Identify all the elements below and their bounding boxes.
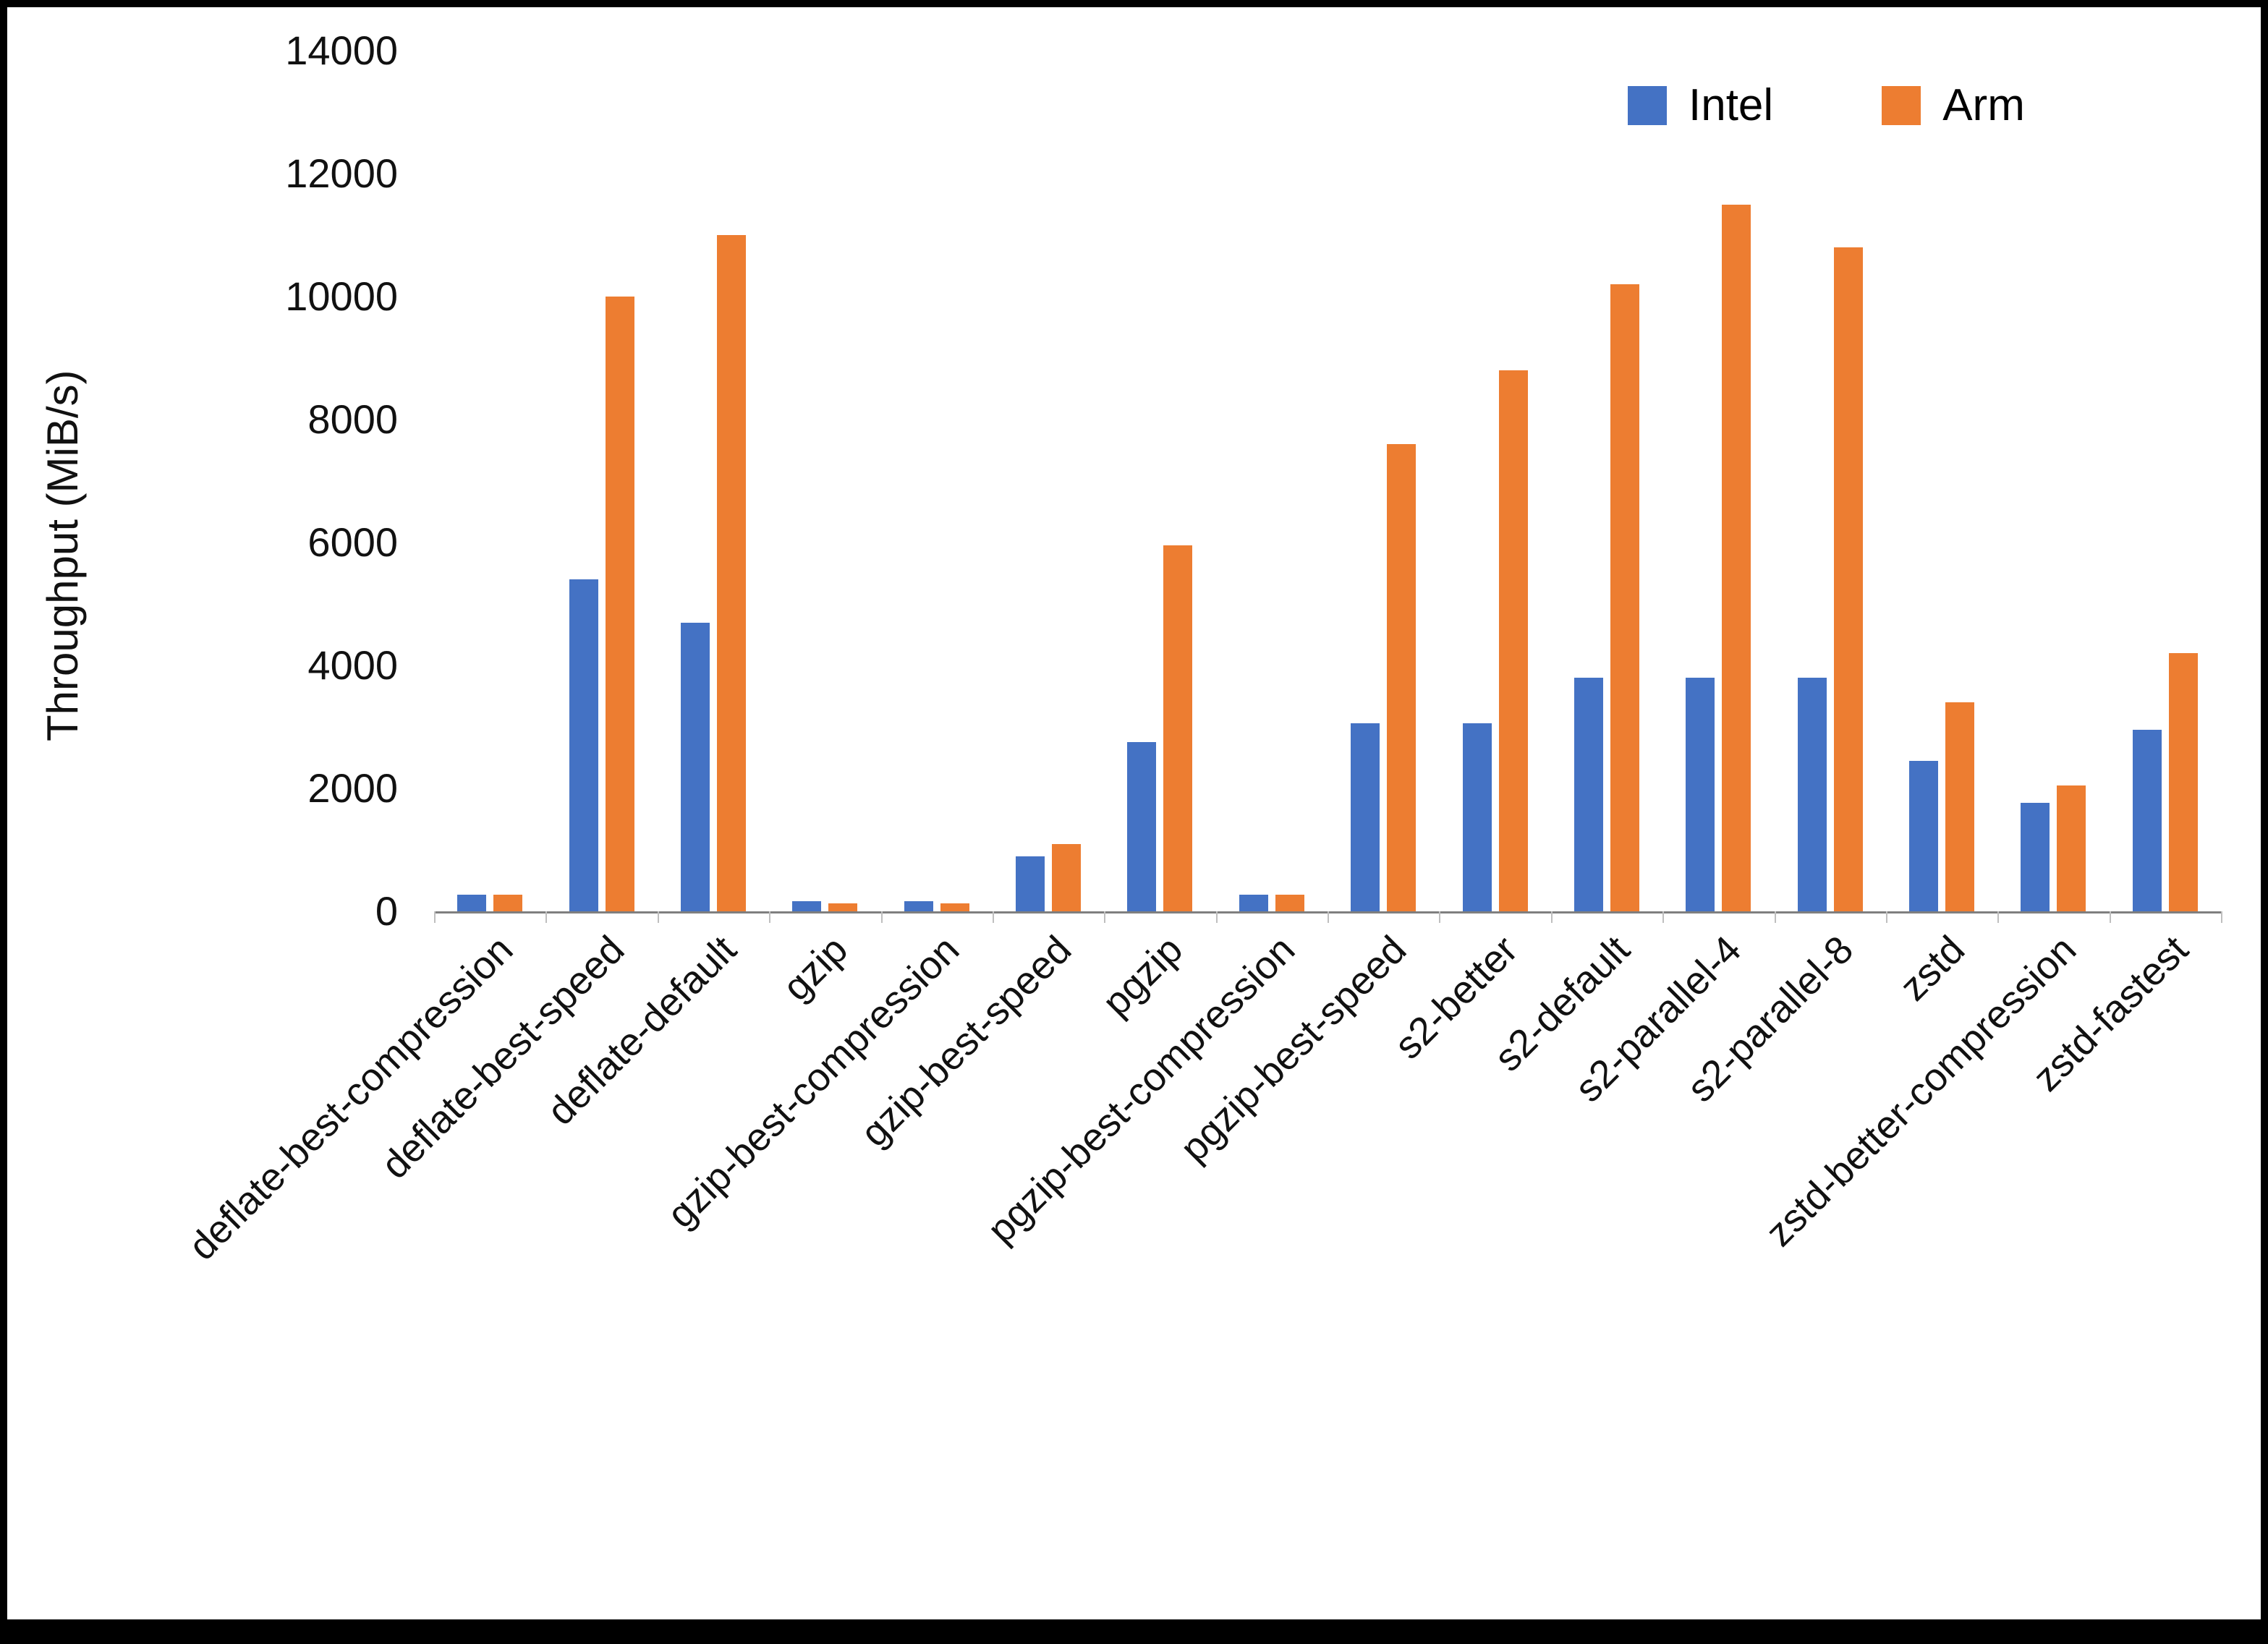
bar-group [1775, 51, 1886, 911]
x-axis-tick-mark [1215, 911, 1218, 923]
bar-intel-pgzip-best-compression [1239, 895, 1268, 911]
x-axis-tick-mark [1439, 911, 1441, 923]
bar-arm-deflate-default [716, 235, 746, 911]
bar-arm-gzip-best-speed [1052, 843, 1082, 911]
bar-intel-zstd [1909, 760, 1939, 911]
bar-group [1216, 51, 1328, 911]
x-axis-tick-mark [880, 911, 883, 923]
bar-arm-pgzip-best-speed [1387, 444, 1417, 911]
x-axis-label: zstd [1891, 927, 1974, 1010]
bar-group [1551, 51, 1662, 911]
bar-intel-pgzip [1127, 742, 1157, 911]
bar-intel-deflate-best-compression [457, 895, 487, 911]
legend-swatch-arm [1882, 85, 1921, 125]
x-axis-tick-mark [769, 911, 771, 923]
bar-arm-deflate-best-speed [605, 297, 634, 911]
bar-intel-s2-better [1462, 723, 1492, 911]
x-axis-tick-mark [545, 911, 548, 923]
bar-group [658, 51, 769, 911]
x-axis-tick-mark [1774, 911, 1776, 923]
y-axis-tick-labels: 0 2000 4000 6000 8000 10000 12000 14000 [7, 27, 398, 934]
bar-intel-gzip-best-speed [1016, 856, 1045, 911]
bar-group [1886, 51, 1997, 911]
legend-label-arm: Arm [1942, 80, 2025, 130]
bar-arm-s2-better [1498, 370, 1528, 911]
bar-group [434, 51, 545, 911]
bar-intel-gzip-best-compression [904, 901, 933, 911]
bar-groups [434, 51, 2221, 911]
y-tick-label: 12000 [285, 150, 398, 196]
bar-arm-zstd [1945, 702, 1975, 911]
y-tick-label: 0 [375, 888, 398, 934]
bar-arm-gzip-best-compression [940, 903, 969, 911]
bar-group [769, 51, 880, 911]
x-axis-tick-mark [434, 911, 436, 923]
y-tick-label: 2000 [307, 765, 398, 811]
y-tick-label: 6000 [307, 519, 398, 565]
x-axis-tick-mark [1885, 911, 1887, 923]
bar-arm-gzip [828, 903, 858, 911]
bar-arm-s2-parallel-8 [1833, 247, 1863, 911]
bar-arm-zstd-fastest [2168, 653, 2198, 911]
bar-group [1662, 51, 1774, 911]
bar-intel-zstd-fastest [2132, 730, 2162, 911]
x-axis-tick-mark [2221, 911, 2222, 923]
bar-arm-deflate-best-compression [493, 895, 523, 911]
y-tick-label: 4000 [307, 642, 398, 688]
x-axis-tick-mark [1550, 911, 1553, 923]
bar-arm-pgzip-best-compression [1275, 895, 1304, 911]
bar-arm-zstd-better-compression [2057, 785, 2086, 911]
bar-intel-s2-parallel-8 [1797, 678, 1827, 911]
bar-intel-s2-default [1573, 678, 1603, 911]
bar-group [2110, 51, 2221, 911]
bar-arm-pgzip [1163, 545, 1193, 911]
bar-group [1439, 51, 1550, 911]
bar-intel-deflate-default [680, 622, 710, 911]
x-axis-tick-mark [1997, 911, 2000, 923]
x-axis-label: gzip-best-speed [852, 927, 1080, 1155]
bar-intel-gzip [792, 901, 822, 911]
bar-arm-s2-default [1610, 284, 1639, 911]
x-axis-tick-mark [992, 911, 994, 923]
legend-label-intel: Intel [1689, 80, 1774, 130]
x-axis-label: pgzip [1094, 927, 1192, 1025]
bar-intel-pgzip-best-speed [1351, 723, 1380, 911]
x-axis-tick-mark [1328, 911, 1329, 923]
bar-intel-deflate-best-speed [569, 579, 598, 911]
bar-group [1104, 51, 1215, 911]
legend: Intel Arm [1628, 80, 2025, 131]
x-axis-tick-mark [1662, 911, 1665, 923]
x-axis-tick-mark [657, 911, 659, 923]
x-axis-tick-mark [2109, 911, 2111, 923]
bar-group [1328, 51, 1439, 911]
legend-swatch-intel [1628, 85, 1667, 125]
bar-group [1997, 51, 2109, 911]
y-tick-label: 8000 [307, 396, 398, 442]
legend-item-intel: Intel [1628, 80, 1773, 131]
x-axis-labels: deflate-best-compression deflate-best-spe… [180, 927, 2221, 1619]
bar-group [545, 51, 657, 911]
legend-item-arm: Arm [1882, 80, 2025, 131]
bar-group [993, 51, 1104, 911]
y-tick-label: 14000 [285, 27, 398, 73]
bar-group [881, 51, 993, 911]
bar-intel-s2-parallel-4 [1686, 678, 1715, 911]
x-axis-label: gzip [774, 927, 857, 1010]
bar-arm-s2-parallel-4 [1722, 204, 1751, 911]
x-axis-tick-mark [1104, 911, 1106, 923]
y-tick-label: 10000 [285, 273, 398, 319]
plot-area [434, 51, 2222, 923]
bar-intel-zstd-better-compression [2021, 803, 2050, 911]
